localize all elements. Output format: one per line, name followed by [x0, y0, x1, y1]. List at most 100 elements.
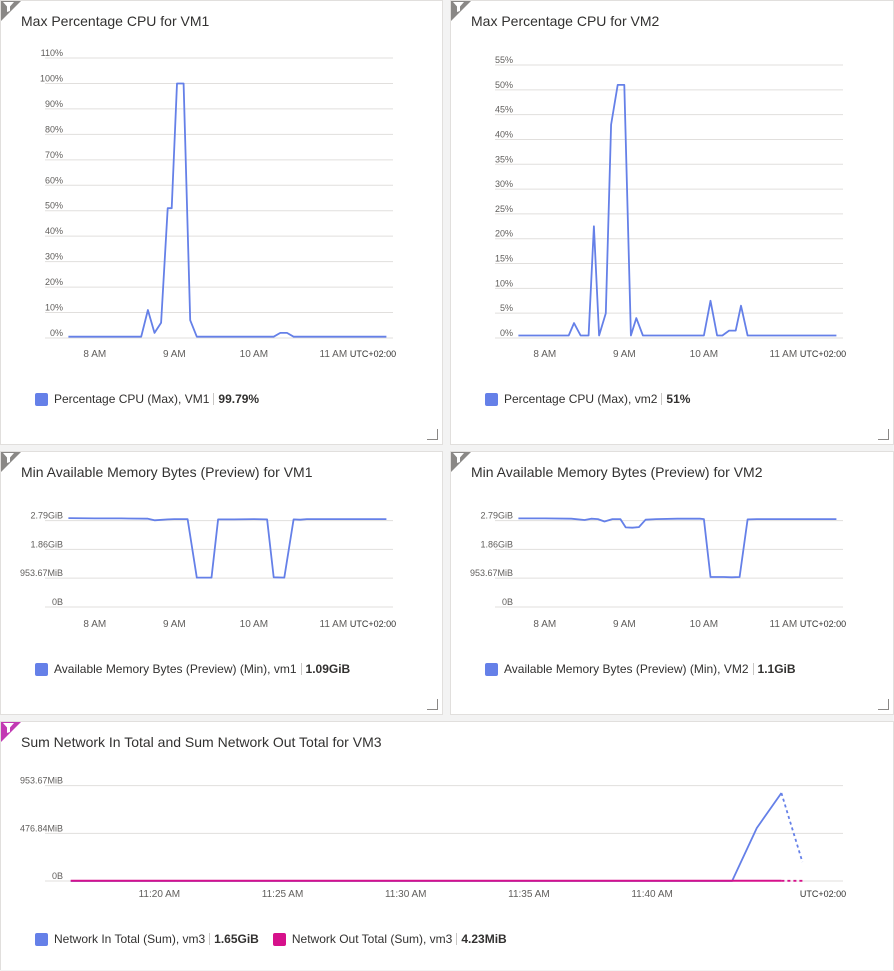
y-tick-label: 476.84MiB: [20, 823, 63, 833]
y-tick-label: 953.67MiB: [20, 568, 63, 578]
legend-label: Network In Total (Sum), vm3: [54, 932, 206, 946]
legend-value: 1.65GiB: [214, 932, 259, 946]
x-tick-label: 10 AM: [240, 349, 268, 360]
legend-swatch: [35, 392, 48, 406]
y-tick-label: 20%: [45, 277, 63, 287]
timezone-label: UTC+02:00: [350, 619, 396, 629]
legend-value: 1.09GiB: [305, 662, 351, 676]
legend-label: Percentage CPU (Max), VM1: [54, 392, 210, 406]
chart-tile-cpu-vm2[interactable]: Max Percentage CPU for VM2 0% 5% 10% 15% 20%…: [450, 0, 894, 445]
chart-tile-net-vm3[interactable]: Sum Network In Total and Sum Network Out…: [0, 721, 894, 970]
chart-title[interactable]: Sum Network In Total and Sum Network Out…: [21, 734, 382, 750]
x-tick-label: 9 AM: [163, 619, 186, 630]
filter-icon[interactable]: [1, 1, 21, 21]
resize-handle-icon[interactable]: [878, 699, 889, 710]
x-tick-label: 11:40 AM: [631, 889, 673, 900]
x-tick-label: 8 AM: [533, 349, 556, 360]
y-tick-label: 0B: [502, 597, 513, 607]
series-line-dashed: [780, 792, 804, 863]
legend-swatch: [272, 932, 286, 946]
chart-title[interactable]: Min Available Memory Bytes (Preview) for…: [471, 464, 763, 480]
y-tick-label: 30%: [45, 252, 63, 262]
chart-legend[interactable]: Available Memory Bytes (Preview) (Min), …: [485, 662, 810, 676]
x-tick-label: 9 AM: [613, 349, 636, 360]
y-tick-label: 1.86GiB: [30, 539, 63, 549]
x-tick-label: 8 AM: [83, 349, 106, 360]
chart-plot-net-vm3[interactable]: 0B 476.84MiB 953.67MiB 11:20 AM 11:25 AM 11:3…: [1, 722, 894, 971]
y-tick-label: 90%: [45, 99, 63, 109]
chart-title[interactable]: Max Percentage CPU for VM1: [21, 13, 210, 29]
legend-value: 4.23MiB: [461, 932, 507, 946]
chart-plot-mem-vm1[interactable]: 0B 953.67MiB 1.86GiB 2.79GiB 8 AM 9 AM 10 AM 11…: [1, 452, 444, 716]
chart-title[interactable]: Min Available Memory Bytes (Preview) for…: [21, 464, 313, 480]
y-tick-label: 1.86GiB: [480, 539, 513, 549]
y-tick-label: 2.79GiB: [480, 511, 513, 521]
legend-value: 99.79%: [218, 392, 260, 406]
series-line: [518, 517, 837, 579]
x-tick-label: 11:35 AM: [508, 889, 550, 900]
y-tick-label: 80%: [45, 124, 63, 134]
chart-legend[interactable]: Available Memory Bytes (Preview) (Min), …: [35, 662, 364, 676]
resize-handle-icon[interactable]: [427, 699, 438, 710]
x-tick-label: 9 AM: [163, 349, 186, 360]
timezone-label: UTC+02:00: [800, 349, 846, 359]
x-tick-label: 11 AM: [320, 619, 348, 630]
resize-handle-icon[interactable]: [427, 429, 438, 440]
timezone-label: UTC+02:00: [350, 349, 396, 359]
legend-swatch: [485, 392, 498, 406]
legend-item[interactable]: Available Memory Bytes (Preview) (Min), …: [485, 662, 796, 676]
chart-legend[interactable]: Percentage CPU (Max), VM1 99.79%: [35, 392, 273, 406]
y-tick-label: 100%: [40, 73, 63, 83]
series-line: [68, 517, 387, 579]
x-tick-label: 11 AM: [770, 619, 798, 630]
chart-legend[interactable]: Percentage CPU (Max), vm2 51%: [485, 392, 704, 406]
y-tick-label: 0B: [52, 597, 63, 607]
x-tick-label: 10 AM: [690, 349, 718, 360]
y-tick-label: 45%: [495, 105, 513, 115]
y-tick-label: 2.79GiB: [30, 511, 63, 521]
chart-legend[interactable]: Network In Total (Sum), vm3 1.65GiB Netw…: [35, 932, 521, 946]
chart-tile-mem-vm2[interactable]: Min Available Memory Bytes (Preview) for…: [450, 451, 894, 715]
legend-item[interactable]: Available Memory Bytes (Preview) (Min), …: [35, 662, 350, 676]
chart-plot-cpu-vm1[interactable]: 0% 10% 20% 30% 40% 50% 60% 70% 80% 90% 100% 110% 8 A…: [1, 1, 444, 446]
chart-plot-mem-vm2[interactable]: 0B 953.67MiB 1.86GiB 2.79GiB 8 AM 9 AM 10 AM 11…: [451, 452, 894, 716]
legend-value: 1.1GiB: [757, 662, 796, 676]
x-tick-label: 8 AM: [533, 619, 556, 630]
y-tick-label: 20%: [495, 229, 513, 239]
y-tick-label: 30%: [495, 179, 513, 189]
y-tick-label: 55%: [495, 55, 513, 65]
filter-icon[interactable]: [451, 1, 471, 21]
legend-item[interactable]: Network In Total (Sum), vm3 1.65GiB: [35, 932, 259, 946]
y-tick-label: 10%: [45, 303, 63, 313]
legend-value: 51%: [666, 392, 691, 406]
chart-plot-cpu-vm2[interactable]: 0% 5% 10% 15% 20% 25% 30% 35% 40% 45% 50% 55% 8 AM 9 …: [451, 1, 894, 446]
y-tick-label: 60%: [45, 175, 63, 185]
legend-label: Network Out Total (Sum), vm3: [291, 932, 453, 946]
chart-tile-mem-vm1[interactable]: Min Available Memory Bytes (Preview) for…: [0, 451, 443, 715]
series-line: [68, 82, 387, 338]
y-tick-label: 0%: [50, 328, 63, 338]
legend-item[interactable]: Network Out Total (Sum), vm3 4.23MiB: [272, 932, 507, 946]
x-tick-label: 11:20 AM: [139, 889, 181, 900]
y-tick-label: 10%: [495, 278, 513, 288]
x-tick-label: 10 AM: [240, 619, 268, 630]
y-tick-label: 15%: [495, 254, 513, 264]
filter-icon[interactable]: [451, 452, 471, 472]
chart-tile-cpu-vm1[interactable]: Max Percentage CPU for VM1 0% 10% 20% 30% 40…: [0, 0, 443, 445]
legend-swatch: [485, 662, 498, 676]
legend-item[interactable]: Percentage CPU (Max), VM1 99.79%: [35, 392, 259, 406]
chart-title[interactable]: Max Percentage CPU for VM2: [471, 13, 660, 29]
series-line: [70, 792, 783, 882]
legend-label: Available Memory Bytes (Preview) (Min), …: [504, 662, 749, 676]
legend-label: Available Memory Bytes (Preview) (Min), …: [54, 662, 297, 676]
y-tick-label: 0B: [52, 871, 63, 881]
legend-swatch: [35, 932, 48, 946]
y-tick-label: 40%: [45, 226, 63, 236]
x-tick-label: 11 AM: [770, 349, 798, 360]
y-tick-label: 50%: [45, 201, 63, 211]
resize-handle-icon[interactable]: [878, 429, 889, 440]
y-tick-label: 70%: [45, 150, 63, 160]
filter-icon[interactable]: [1, 722, 21, 742]
legend-item[interactable]: Percentage CPU (Max), vm2 51%: [485, 392, 690, 406]
filter-icon[interactable]: [1, 452, 21, 472]
